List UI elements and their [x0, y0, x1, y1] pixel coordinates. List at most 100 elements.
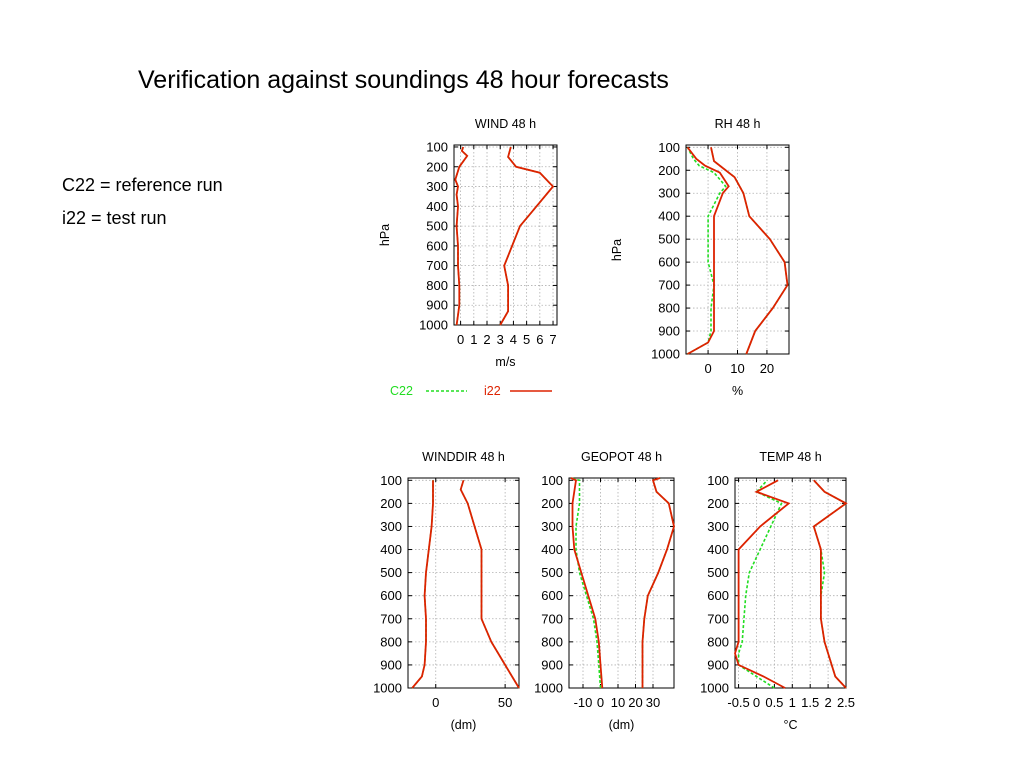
x-tick-label: 7 [549, 332, 556, 347]
plot-frame [734, 477, 847, 689]
y-tick-label: 1000 [419, 318, 448, 333]
y-tick-label: 600 [658, 255, 680, 270]
y-tick-label: 800 [380, 634, 402, 649]
y-tick-label: 700 [426, 258, 448, 273]
legend-note-test-run: i22 = test run [62, 208, 167, 228]
y-tick-label: 900 [426, 298, 448, 313]
y-tick-label: 500 [426, 219, 448, 234]
chart-title: GEOPOT 48 h [581, 450, 662, 464]
y-tick-label: 400 [380, 542, 402, 557]
y-tick-label: 800 [658, 301, 680, 316]
y-tick-label: 700 [658, 278, 680, 293]
y-tick-label: 400 [541, 542, 563, 557]
y-tick-label: 300 [658, 186, 680, 201]
series-c22-line-1 [737, 479, 783, 689]
series-c22-line-1 [411, 480, 434, 689]
y-tick-label: 400 [658, 209, 680, 224]
y-tick-label: 1000 [373, 681, 402, 696]
y-tick-label: 300 [380, 519, 402, 534]
x-tick-label: 2.5 [837, 695, 855, 710]
x-axis-label: °C [783, 718, 797, 732]
series-i22-line-1 [570, 477, 604, 689]
x-tick-label: 0.5 [765, 695, 783, 710]
chart-temp-48-h: 100 200 300 400 500 600 700 800 900 1000-0.5 0 0.5 1… [700, 450, 855, 732]
y-tick-label: 700 [541, 611, 563, 626]
chart-title: WINDDIR 48 h [422, 450, 505, 464]
y-tick-label: 400 [707, 542, 729, 557]
y-tick-label: 1000 [651, 347, 680, 362]
x-tick-label: 10 [611, 695, 625, 710]
y-tick-label: 700 [707, 611, 729, 626]
x-tick-label: 1 [470, 332, 477, 347]
y-tick-label: 800 [426, 278, 448, 293]
y-axis-label: hPa [378, 224, 392, 246]
y-tick-label: 300 [541, 519, 563, 534]
y-tick-label: 900 [541, 657, 563, 672]
x-tick-label: 30 [646, 695, 660, 710]
x-tick-label: 2 [483, 332, 490, 347]
legend-label-i22: i22 [484, 384, 501, 398]
x-tick-label: 0 [704, 361, 711, 376]
y-tick-label: 500 [707, 565, 729, 580]
series-i22-line-1 [686, 146, 730, 355]
x-tick-label: 0 [597, 695, 604, 710]
y-tick-label: 900 [380, 657, 402, 672]
series-i22-line-2 [459, 480, 520, 689]
x-tick-label: 1 [789, 695, 796, 710]
chart-wind-48-h: 100 200 300 400 500 600 700 800 900 1000 0 1 2 3 4 5 6 7 W… [378, 117, 558, 369]
y-tick-label: 600 [380, 588, 402, 603]
y-tick-label: 700 [380, 611, 402, 626]
legend-note-reference-run: C22 = reference run [62, 175, 223, 195]
y-tick-label: 600 [707, 588, 729, 603]
y-tick-label: 1000 [534, 681, 563, 696]
x-tick-label: 1.5 [801, 695, 819, 710]
series-i22-line-2 [499, 146, 555, 326]
y-tick-label: 100 [658, 140, 680, 155]
y-tick-label: 500 [380, 565, 402, 580]
chart-title: RH 48 h [715, 117, 761, 131]
x-tick-label: 0 [457, 332, 464, 347]
y-tick-label: 200 [380, 496, 402, 511]
chart-title: TEMP 48 h [759, 450, 821, 464]
x-axis-label: m/s [495, 355, 515, 369]
series-i22-line-1 [454, 146, 469, 326]
chart-geopot-48-h: 100 200 300 400 500 600 700 800 900 1000 -10 0 10 20 3… [534, 450, 675, 732]
y-tick-label: 300 [426, 179, 448, 194]
x-tick-label: 10 [730, 361, 744, 376]
chart-winddir-48-h: 100 200 300 400 500 600 700 800 900 1000 0 50 WINDDI… [373, 450, 520, 732]
x-tick-label: 3 [497, 332, 504, 347]
x-tick-label: 6 [536, 332, 543, 347]
y-tick-label: 100 [541, 473, 563, 488]
x-tick-label: 4 [510, 332, 517, 347]
plot-frame [453, 144, 558, 326]
y-tick-label: 400 [426, 199, 448, 214]
chart-legend: C22 i22 [390, 384, 552, 398]
y-tick-label: 100 [426, 139, 448, 154]
y-tick-label: 800 [541, 634, 563, 649]
plot-frame [685, 144, 790, 355]
x-tick-label: 0 [753, 695, 760, 710]
x-tick-label: 20 [628, 695, 642, 710]
y-tick-label: 1000 [700, 681, 729, 696]
y-tick-label: 600 [426, 238, 448, 253]
series-i22-line-2 [812, 479, 848, 689]
x-tick-label: -0.5 [727, 695, 749, 710]
slide-title: Verification against soundings 48 hour f… [138, 66, 669, 94]
series-c22-line-1 [686, 146, 727, 355]
y-tick-label: 900 [658, 324, 680, 339]
x-tick-label: 50 [498, 695, 512, 710]
y-tick-label: 800 [707, 634, 729, 649]
x-axis-label: (dm) [451, 718, 477, 732]
x-tick-label: 5 [523, 332, 530, 347]
x-tick-label: -10 [574, 695, 593, 710]
chart-rh-48-h: 100 200 300 400 500 600 700 800 900 1000 0 10 20 RH 4… [610, 117, 790, 398]
x-tick-label: 20 [760, 361, 774, 376]
y-tick-label: 200 [541, 496, 563, 511]
series-i22-line-2 [710, 147, 789, 355]
y-tick-label: 900 [707, 657, 729, 672]
y-tick-label: 100 [380, 473, 402, 488]
plot-frame [407, 477, 520, 689]
y-axis-label: hPa [610, 239, 624, 261]
y-tick-label: 500 [541, 565, 563, 580]
